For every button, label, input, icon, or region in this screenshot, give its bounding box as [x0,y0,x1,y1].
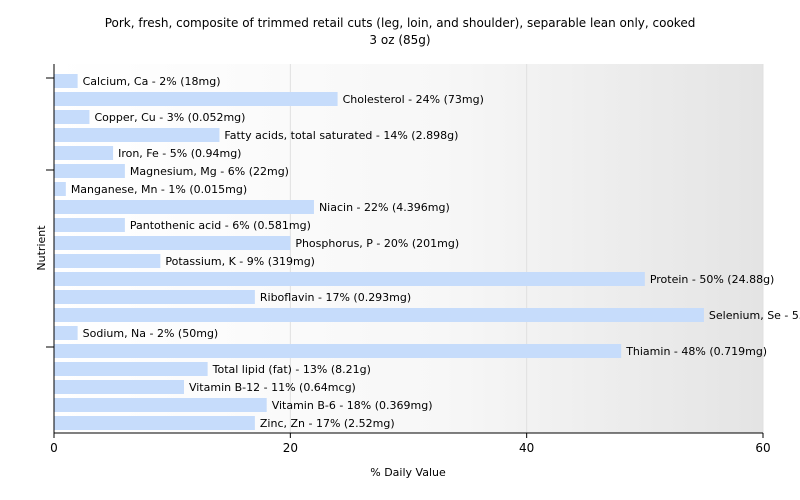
bar-label: Cholesterol - 24% (73mg) [343,93,484,106]
bar-label: Calcium, Ca - 2% (18mg) [83,75,221,88]
bar [54,344,622,358]
bar [54,326,78,340]
x-tick-label: 60 [755,441,770,455]
x-tick-label: 20 [283,441,298,455]
bar-label: Riboflavin - 17% (0.293mg) [260,291,411,304]
y-axis-label: Nutrient [35,225,48,271]
bar [54,218,125,232]
x-tick-labels: 0 20 40 60 [50,433,771,455]
bar [54,290,255,304]
bar [54,92,338,106]
bar [54,74,78,88]
bar-label: Thiamin - 48% (0.719mg) [625,345,767,358]
bar [54,110,90,124]
bar [54,128,220,142]
bar-label: Manganese, Mn - 1% (0.015mg) [71,183,247,196]
axes [46,64,763,434]
x-tick-label: 40 [519,441,534,455]
bar-label: Phosphorus, P - 20% (201mg) [295,237,459,250]
bar-label: Fatty acids, total saturated - 14% (2.89… [224,129,458,142]
bar-label: Sodium, Na - 2% (50mg) [83,327,219,340]
bar [54,200,314,214]
bar [54,182,66,196]
bar-label: Protein - 50% (24.88g) [650,273,775,286]
bar [54,254,161,268]
bar-label: Copper, Cu - 3% (0.052mg) [94,111,245,124]
bar [54,272,645,286]
bar [54,308,704,322]
bar-label: Potassium, K - 9% (319mg) [165,255,315,268]
bar [54,416,255,430]
bars: Calcium, Ca - 2% (18mg) Cholesterol - 24%… [54,74,800,430]
bar-label: Vitamin B-12 - 11% (0.64mcg) [189,381,356,394]
chart-title: Pork, fresh, composite of trimmed retail… [105,16,696,30]
bar-label: Iron, Fe - 5% (0.94mg) [118,147,241,160]
bar-label: Magnesium, Mg - 6% (22mg) [130,165,289,178]
bar-label: Zinc, Zn - 17% (2.52mg) [260,417,395,430]
gridlines [289,64,764,433]
bar-label: Total lipid (fat) - 13% (8.21g) [212,363,371,376]
bar [54,236,291,250]
bar [54,164,125,178]
bar-label: Vitamin B-6 - 18% (0.369mg) [272,399,433,412]
bar-label: Selenium, Se - 55% (38.2mcg) [709,309,800,322]
bar [54,380,184,394]
bar [54,362,208,376]
x-tick-label: 0 [50,441,58,455]
bar-label: Pantothenic acid - 6% (0.581mg) [130,219,311,232]
bar [54,146,114,160]
bar-label: Niacin - 22% (4.396mg) [319,201,450,214]
chart-subtitle: 3 oz (85g) [369,33,430,47]
bar [54,398,267,412]
x-axis-label: % Daily Value [370,466,446,479]
